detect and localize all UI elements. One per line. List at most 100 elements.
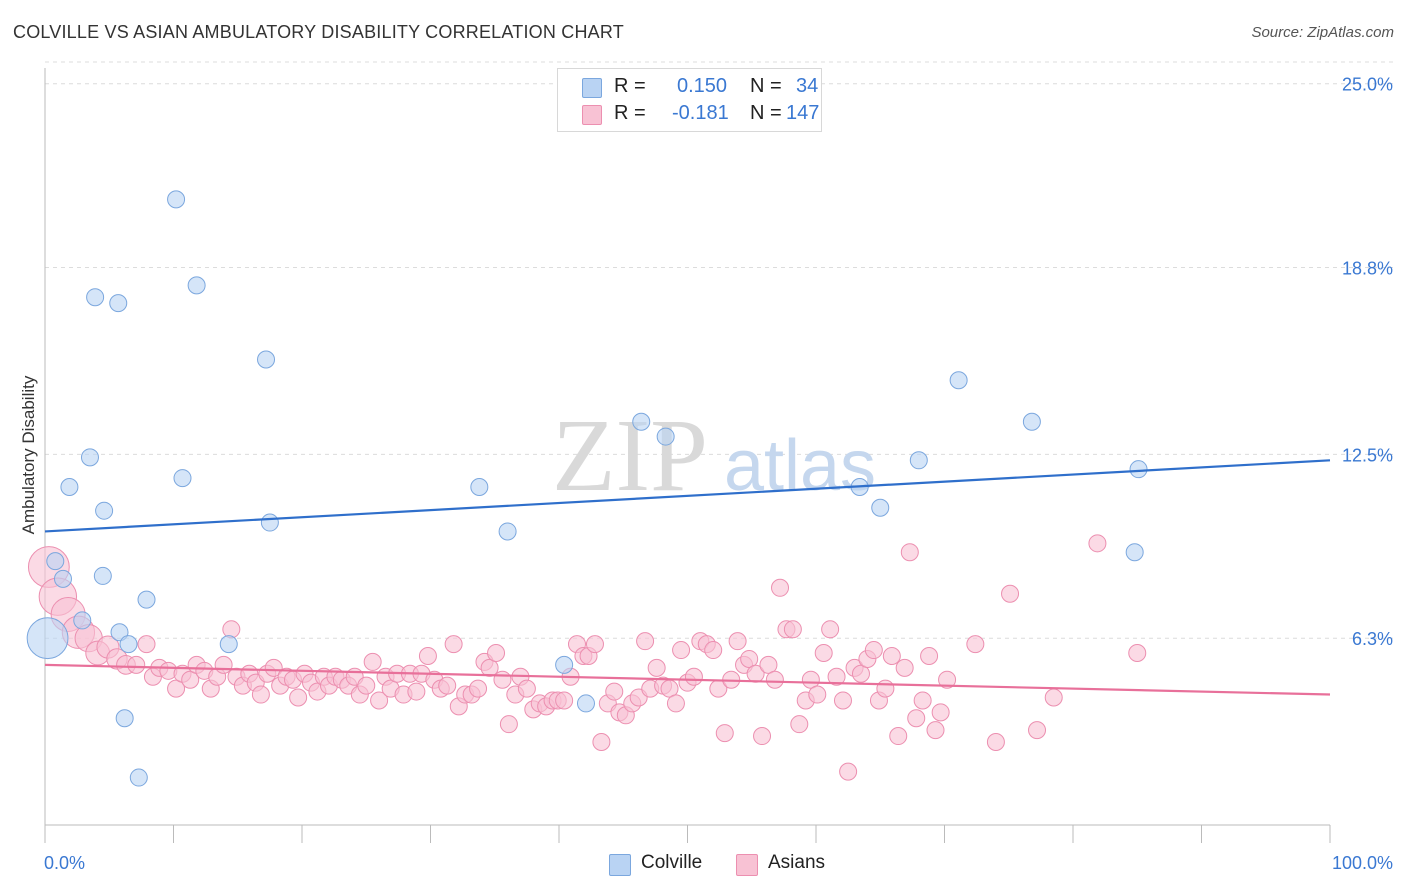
- asians-point: [636, 632, 655, 651]
- colville-point: [555, 655, 574, 674]
- asians-point: [889, 727, 908, 746]
- colville-point: [137, 590, 156, 609]
- colville-point: [187, 276, 206, 295]
- asians-point: [438, 676, 457, 695]
- legend-n-value: 34: [796, 75, 819, 97]
- asians-point: [1088, 534, 1107, 553]
- colville-point: [80, 448, 99, 467]
- legend-r-value: 0.150: [677, 75, 728, 97]
- asians-point: [1028, 721, 1047, 740]
- colville-point: [53, 569, 72, 588]
- series-colville-points: [26, 190, 1148, 787]
- colville-point: [1022, 412, 1041, 431]
- asians-point: [715, 724, 734, 743]
- colville-point: [60, 477, 79, 496]
- tick-labels: 6.3% 12.5% 18.8% 25.0% 0.0% 100.0%: [44, 75, 1393, 873]
- correlation-legend: R = 0.150 N = 34 R = -0.181 N = 147: [557, 68, 822, 132]
- colville-point: [257, 350, 276, 369]
- asians-point: [647, 658, 666, 677]
- asians-point: [765, 670, 784, 689]
- asians-point: [605, 682, 624, 701]
- colville-swatch: [609, 854, 631, 876]
- watermark-atlas: atlas: [724, 426, 876, 506]
- asians-point: [728, 632, 747, 651]
- asians-point: [444, 635, 463, 654]
- colville-point: [26, 617, 69, 660]
- legend-series-name: Colville: [641, 852, 703, 873]
- y-tick-label: 25.0%: [1342, 75, 1393, 95]
- trend-lines: [44, 459, 1331, 696]
- asians-point: [1128, 644, 1147, 663]
- asians-point: [251, 685, 270, 704]
- asians-point: [684, 667, 703, 686]
- colville-point: [173, 469, 192, 488]
- asians-point: [672, 641, 691, 660]
- y-tick-label: 18.8%: [1342, 259, 1393, 279]
- colville-swatch: [582, 78, 602, 98]
- asians-point: [882, 646, 901, 665]
- watermark: ZIP atlas: [552, 398, 876, 513]
- asians-point: [407, 682, 426, 701]
- asians-point: [469, 679, 488, 698]
- asians-point: [900, 543, 919, 562]
- colville-point: [949, 371, 968, 390]
- y-axis-label: Ambulatory Disability: [19, 375, 38, 534]
- asians-point: [926, 721, 945, 740]
- colville-point: [219, 635, 238, 654]
- colville-point: [167, 190, 186, 209]
- asians-point: [759, 655, 778, 674]
- asians-point: [167, 679, 186, 698]
- colville-point: [119, 635, 138, 654]
- asians-point: [222, 620, 241, 639]
- asians-point: [487, 644, 506, 663]
- colville-point: [129, 768, 148, 787]
- asians-point: [907, 709, 926, 728]
- asians-point: [740, 649, 759, 668]
- y-tick-label: 12.5%: [1342, 445, 1393, 465]
- asians-point: [592, 732, 611, 751]
- y-tick-label: 6.3%: [1352, 629, 1393, 649]
- asians-point: [704, 641, 723, 660]
- asians-point: [814, 644, 833, 663]
- asians-point: [801, 670, 820, 689]
- asians-point: [357, 676, 376, 695]
- colville-point: [470, 477, 489, 496]
- x-tick-label: 0.0%: [44, 853, 85, 873]
- asians-point: [493, 670, 512, 689]
- asians-point: [499, 715, 518, 734]
- colville-point: [95, 501, 114, 520]
- asians-point: [585, 635, 604, 654]
- asians-point: [264, 658, 283, 677]
- asians-point: [986, 732, 1005, 751]
- legend-r-value: -0.181: [672, 102, 729, 124]
- colville-point: [109, 294, 128, 313]
- asians-point: [1044, 688, 1063, 707]
- asians-point: [966, 635, 985, 654]
- chart-title: COLVILLE VS ASIAN AMBULATORY DISABILITY …: [13, 22, 624, 42]
- legend-n-label: N =: [750, 102, 782, 124]
- colville-point: [632, 412, 651, 431]
- legend-r-label: R =: [614, 75, 646, 97]
- asians-point: [418, 646, 437, 665]
- colville-point: [115, 709, 134, 728]
- colville-point: [1129, 460, 1148, 479]
- colville-point: [86, 288, 105, 307]
- legend-r-label: R =: [614, 102, 646, 124]
- asians-point: [851, 664, 870, 683]
- asians-point: [808, 685, 827, 704]
- colville-point: [871, 498, 890, 517]
- asians-swatch: [736, 854, 758, 876]
- asians-point: [137, 635, 156, 654]
- asians-point: [938, 670, 957, 689]
- colville-point: [576, 694, 595, 713]
- asians-point: [895, 658, 914, 677]
- watermark-zip: ZIP: [552, 398, 708, 513]
- asians-point: [821, 620, 840, 639]
- asians-point: [771, 578, 790, 597]
- colville-point: [46, 552, 65, 571]
- asians-point: [480, 658, 499, 677]
- chart-source: Source: ZipAtlas.com: [1251, 24, 1394, 41]
- colville-point: [93, 566, 112, 585]
- grid-lines: [45, 61, 1393, 639]
- asians-point: [517, 679, 536, 698]
